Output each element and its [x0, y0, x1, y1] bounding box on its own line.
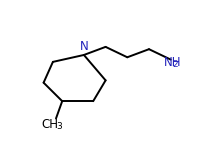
Text: NH: NH	[164, 56, 181, 69]
Text: 2: 2	[172, 60, 178, 69]
Text: N: N	[80, 40, 89, 53]
Text: CH: CH	[41, 118, 58, 131]
Text: 3: 3	[57, 122, 63, 131]
